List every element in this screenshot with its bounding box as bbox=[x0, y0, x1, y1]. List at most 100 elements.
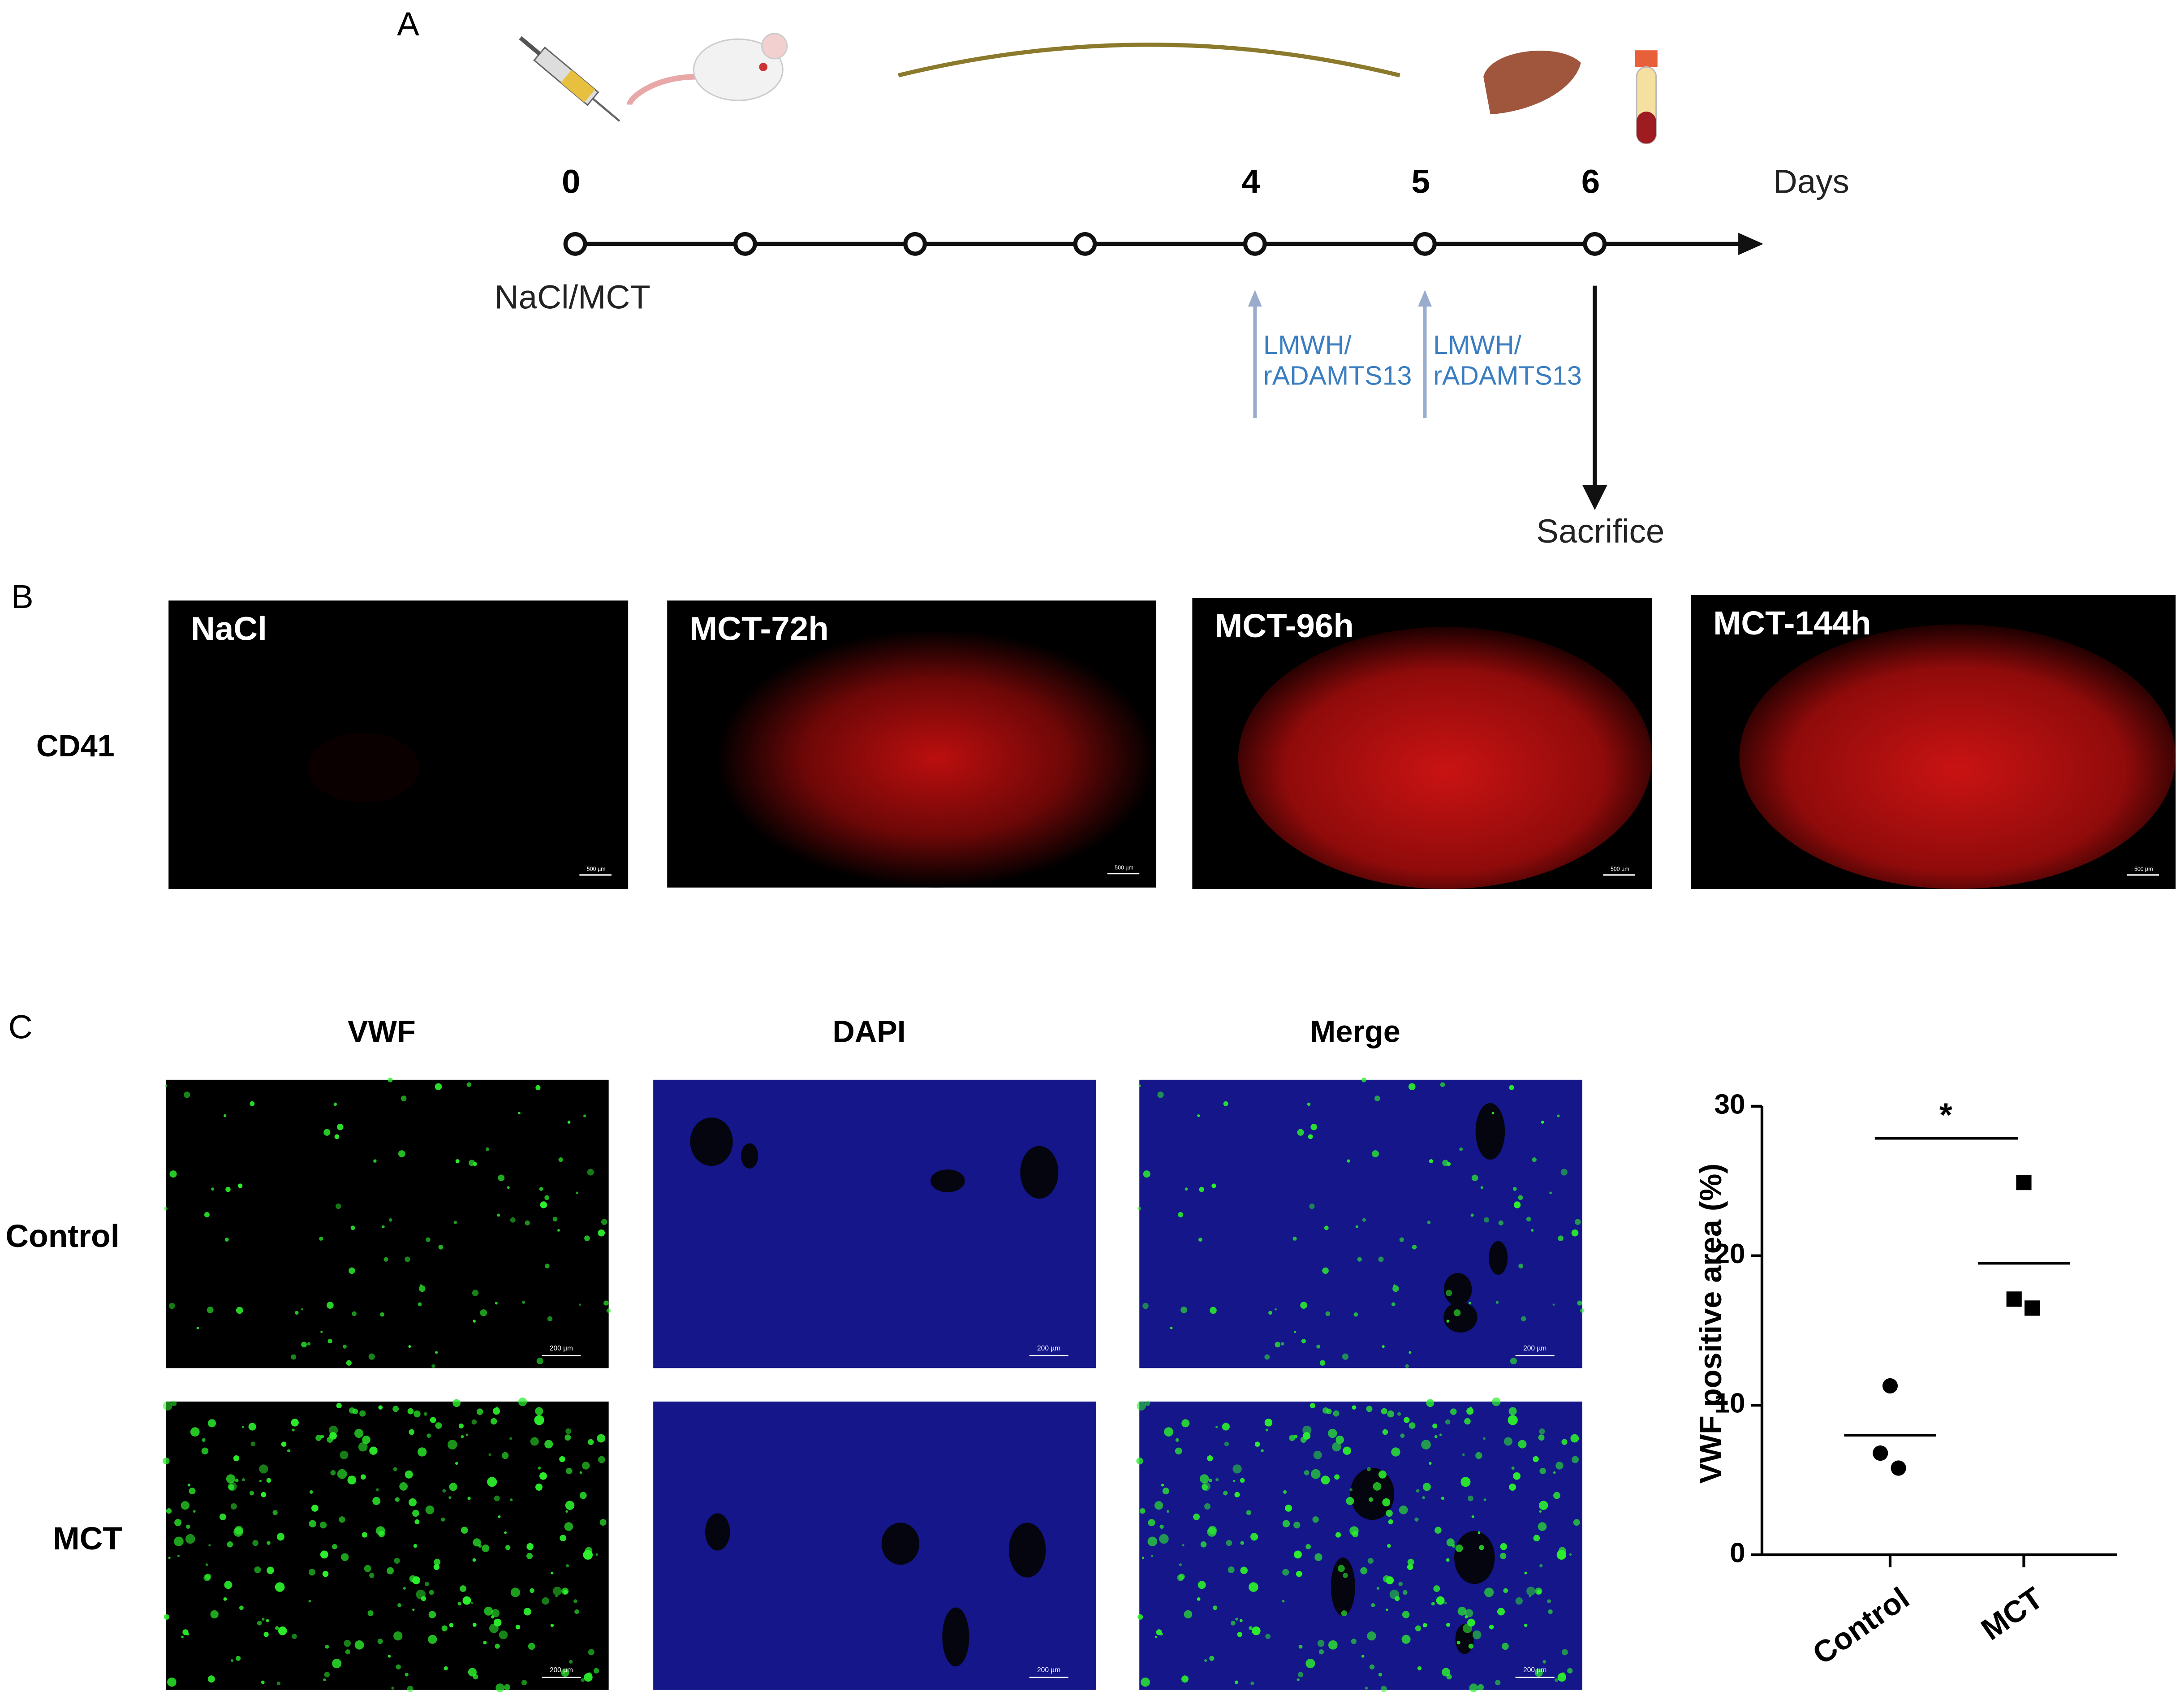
stain-spot bbox=[1282, 1600, 1285, 1603]
stain-spot bbox=[1249, 1582, 1258, 1592]
stain-spot bbox=[259, 1464, 268, 1474]
stain-spot bbox=[1508, 1415, 1518, 1425]
scale-bar-label: 500 µm bbox=[587, 866, 606, 872]
syringe-icon bbox=[519, 36, 620, 122]
vessel bbox=[1331, 1557, 1355, 1616]
stain-spot bbox=[1561, 1649, 1568, 1656]
stain-spot bbox=[311, 1505, 319, 1512]
stain-spot bbox=[471, 1419, 477, 1425]
stain-spot bbox=[337, 1124, 344, 1130]
treatment-arrowhead bbox=[1248, 289, 1262, 307]
stain-spot bbox=[435, 1083, 442, 1091]
stain-spot bbox=[187, 1484, 190, 1487]
stain-spot bbox=[1459, 1147, 1463, 1151]
stain-spot bbox=[588, 1649, 594, 1656]
stain-spot bbox=[561, 1668, 569, 1677]
stain-spot bbox=[1265, 1634, 1271, 1639]
stain-spot bbox=[369, 1573, 375, 1578]
stain-spot bbox=[1429, 1159, 1433, 1164]
stain-spot bbox=[1399, 1505, 1408, 1514]
stain-spot bbox=[467, 1497, 471, 1500]
stain-spot bbox=[1283, 1490, 1287, 1494]
stain-spot bbox=[1148, 1519, 1155, 1527]
stain-spot bbox=[185, 1534, 195, 1544]
stain-spot bbox=[1552, 1303, 1555, 1306]
stain-spot bbox=[550, 1623, 554, 1627]
stain-spot bbox=[1386, 1510, 1393, 1517]
stain-spot bbox=[535, 1085, 541, 1090]
stain-spot bbox=[1353, 1312, 1358, 1317]
stain-spot bbox=[225, 1186, 231, 1192]
stain-spot bbox=[564, 1434, 571, 1441]
stain-spot bbox=[1231, 1621, 1236, 1626]
stain-spot bbox=[412, 1609, 415, 1611]
stain-spot bbox=[332, 1544, 337, 1549]
stain-spot bbox=[1453, 1309, 1461, 1316]
stain-spot bbox=[1366, 1406, 1373, 1412]
stain-spot bbox=[521, 1680, 527, 1686]
stain-spot bbox=[1319, 1360, 1326, 1366]
stain-spot bbox=[1466, 1407, 1474, 1415]
stain-spot bbox=[208, 1544, 211, 1547]
stain-spot bbox=[1275, 1308, 1277, 1311]
stain-spot bbox=[1297, 1129, 1304, 1136]
stain-spot bbox=[202, 1438, 206, 1442]
stain-spot bbox=[581, 1678, 585, 1682]
stain-spot bbox=[492, 1407, 500, 1415]
stain-spot bbox=[1402, 1590, 1408, 1595]
stain-spot bbox=[1145, 1400, 1150, 1406]
stain-spot bbox=[466, 1082, 472, 1087]
stain-spot bbox=[504, 1684, 510, 1691]
start-label: NaCl/MCT bbox=[495, 278, 650, 315]
stain-spot bbox=[408, 1345, 411, 1348]
row-label: CD41 bbox=[36, 729, 115, 763]
stain-spot bbox=[1357, 1257, 1362, 1262]
stain-spot bbox=[177, 1554, 180, 1557]
stain-spot bbox=[393, 1467, 397, 1471]
days-label: Days bbox=[1773, 162, 1849, 200]
stain-spot bbox=[261, 1492, 267, 1497]
stain-spot bbox=[523, 1608, 531, 1616]
stain-region bbox=[716, 629, 1156, 888]
stain-spot bbox=[1164, 1427, 1173, 1437]
stain-spot bbox=[233, 1455, 240, 1462]
stain-spot bbox=[426, 1433, 431, 1438]
stain-spot bbox=[598, 1229, 605, 1237]
stain-spot bbox=[334, 1134, 340, 1139]
stain-spot bbox=[322, 1570, 329, 1577]
stain-spot bbox=[1294, 1330, 1297, 1333]
stain-spot bbox=[544, 1195, 550, 1200]
stain-spot bbox=[1142, 1557, 1144, 1559]
stain-spot bbox=[1382, 1498, 1391, 1506]
stain-spot bbox=[583, 1550, 593, 1560]
stain-spot bbox=[1181, 1419, 1190, 1428]
vessel bbox=[1489, 1241, 1508, 1275]
stain-spot bbox=[1427, 1221, 1431, 1225]
stain-spot bbox=[558, 1157, 563, 1162]
stain-spot bbox=[409, 1429, 414, 1435]
stain-spot bbox=[349, 1267, 355, 1274]
stain-spot bbox=[1147, 1536, 1157, 1546]
stain-spot bbox=[196, 1327, 199, 1329]
stain-spot bbox=[438, 1245, 444, 1250]
stain-spot bbox=[392, 1406, 399, 1412]
stain-spot bbox=[1402, 1611, 1410, 1618]
stain-spot bbox=[1524, 1571, 1527, 1575]
micrograph bbox=[1139, 1402, 1582, 1690]
stain-spot bbox=[567, 1121, 571, 1124]
stain-spot bbox=[1480, 1186, 1483, 1189]
column-label: VWF bbox=[348, 1014, 416, 1048]
stain-spot bbox=[1452, 1544, 1456, 1548]
vessel bbox=[1443, 1302, 1478, 1333]
stain-spot bbox=[1305, 1544, 1311, 1549]
stain-spot bbox=[1365, 1687, 1368, 1690]
micrograph bbox=[165, 1402, 609, 1690]
x-tick-label: Control bbox=[1807, 1581, 1916, 1671]
stain-spot bbox=[388, 1655, 391, 1658]
stain-spot bbox=[1326, 1408, 1332, 1415]
stain-spot bbox=[201, 1447, 209, 1455]
stain-spot bbox=[414, 1410, 421, 1418]
stain-spot bbox=[488, 1453, 491, 1456]
stain-spot bbox=[597, 1434, 606, 1443]
